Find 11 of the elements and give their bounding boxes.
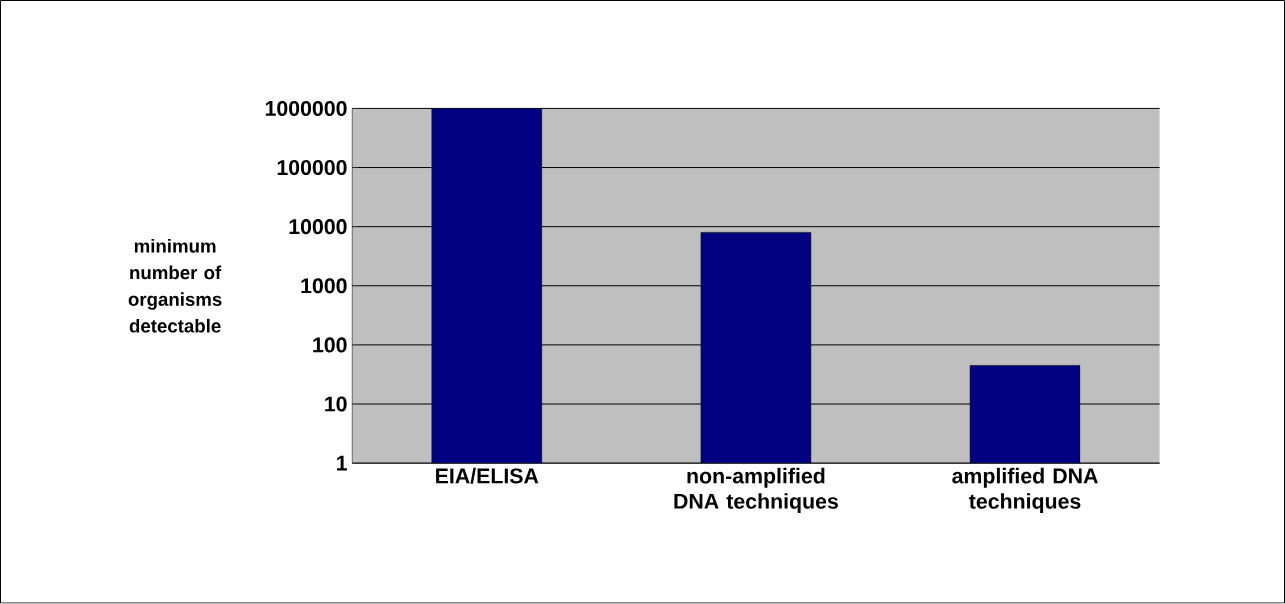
y-axis-title: minimum number of organisms detectable	[128, 239, 222, 333]
y-tick-label: 1	[337, 456, 347, 471]
x-tick-label: EIA/ELISA	[436, 468, 539, 484]
y-tick-label: 10000	[289, 219, 347, 235]
x-tick-label: non-amplified DNA techniques	[674, 468, 838, 514]
y-tick-label: 100	[313, 337, 347, 353]
y-tick-label: 1000000	[265, 101, 347, 117]
y-tick-label: 10	[325, 396, 347, 412]
y-tick-label: 100000	[277, 160, 347, 176]
y-tick-label: 1000	[301, 278, 347, 294]
x-tick-label: amplified DNA techniques	[952, 468, 1098, 514]
